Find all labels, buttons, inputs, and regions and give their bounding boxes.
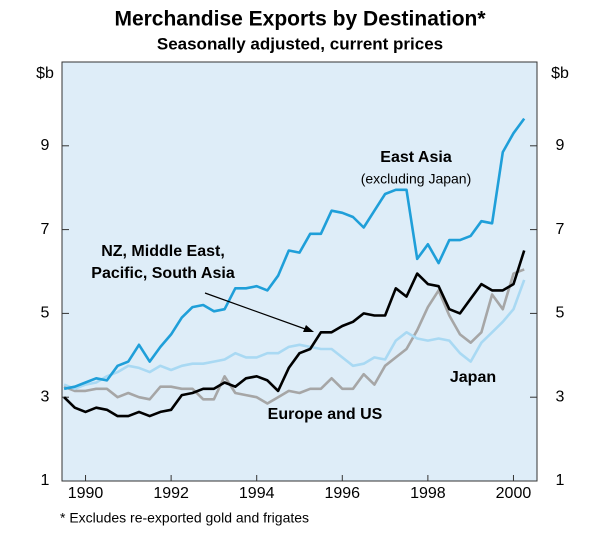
y-unit-label: $b (36, 65, 54, 82)
series-line (63, 279, 526, 391)
series-label: East Asia (380, 149, 452, 166)
y2-tick-label: 7 (556, 221, 565, 238)
series-label: Japan (450, 369, 496, 386)
series-line (63, 117, 526, 391)
x-tick-label: 1992 (153, 485, 189, 502)
y2-tick-label: 1 (556, 472, 565, 489)
chart-subtitle: Seasonally adjusted, current prices (157, 34, 443, 53)
series-line (63, 250, 526, 418)
y-tick-label: 5 (41, 305, 50, 322)
label-arrow (204, 292, 309, 331)
y2-tick-label: 5 (556, 305, 565, 322)
series-label: NZ, Middle East, (101, 243, 225, 260)
series-label: Pacific, South Asia (91, 265, 235, 282)
x-tick-label: 1998 (410, 485, 446, 502)
footnote: * Excludes re-exported gold and frigates (60, 510, 309, 526)
y2-tick-label: 3 (556, 388, 565, 405)
series-label: Europe and US (268, 406, 383, 423)
y-tick-label: 9 (41, 137, 50, 154)
series-line (63, 268, 525, 405)
y-tick-label: 3 (41, 388, 50, 405)
series-note: (excluding Japan) (361, 171, 472, 187)
x-tick-label: 2000 (496, 485, 532, 502)
chart-title: Merchandise Exports by Destination* (114, 8, 486, 31)
y2-tick-label: 9 (556, 137, 565, 154)
x-tick-label: 1996 (324, 485, 360, 502)
y-tick-label: 1 (41, 472, 50, 489)
y2-unit-label: $b (551, 65, 569, 82)
x-tick-label: 1994 (239, 485, 275, 502)
plot-area (61, 61, 538, 482)
x-tick-label: 1990 (68, 485, 104, 502)
arrow-head (303, 325, 314, 332)
y-tick-label: 7 (41, 221, 50, 238)
